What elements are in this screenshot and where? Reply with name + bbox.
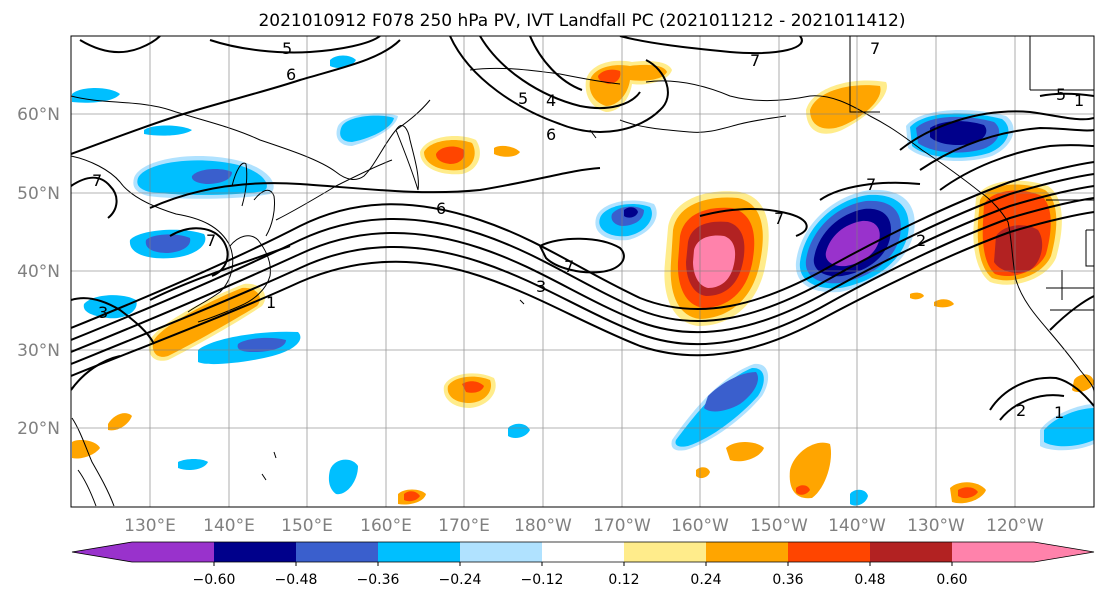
colorbar-tick-label: 0.48	[854, 572, 885, 588]
lat-label: 50°N	[17, 184, 60, 204]
warm-blob-alaska	[806, 80, 887, 134]
lat-label: 20°N	[17, 419, 60, 439]
tropical-patches	[72, 292, 1094, 506]
contour-labels: 5 6 7 5 4 6 6 7 3 7 1 3 7 7 7 7 2 5 2 1 …	[92, 39, 1084, 422]
lon-label: 120°W	[986, 516, 1044, 536]
lon-label: 170°E	[438, 516, 490, 536]
lon-label: 170°W	[593, 516, 651, 536]
colorbar-bin	[132, 542, 215, 562]
lon-label: 150°E	[281, 516, 333, 536]
colorbar-bin	[460, 542, 543, 562]
lon-label: 160°W	[671, 516, 729, 536]
contour-label: 2	[1016, 401, 1026, 420]
colorbar-bin	[788, 542, 871, 562]
contour-label: 7	[750, 51, 760, 70]
contour-label: 6	[436, 199, 446, 218]
lon-label: 150°W	[750, 516, 808, 536]
contour-label: 3	[98, 303, 108, 322]
contour-label: 5	[1056, 85, 1066, 104]
lat-label: 60°N	[17, 105, 60, 125]
contour-label: 1	[266, 293, 276, 312]
warm-blob-westcoast	[973, 180, 1062, 285]
contour-label: 7	[564, 257, 574, 276]
colorbar-tick-label: 0.36	[772, 572, 803, 588]
lon-label: 140°W	[828, 516, 886, 536]
colorbar-tick-label: −0.60	[193, 572, 236, 588]
coastlines	[71, 36, 1094, 507]
warm-blob-small-a	[494, 145, 520, 157]
warm-blob-bering	[585, 60, 672, 112]
colorbar-bin	[214, 542, 297, 562]
lat-label: 40°N	[17, 262, 60, 282]
colorbar-bin	[952, 542, 1035, 562]
lon-label: 160°E	[360, 516, 412, 536]
colorbar-tick-label: 0.12	[608, 572, 639, 588]
colorbar-bin	[870, 542, 953, 562]
colorbar-bin	[542, 542, 625, 562]
contour-label: 7	[206, 231, 216, 250]
contour-label: 5	[282, 39, 292, 58]
map-frame	[70, 35, 1095, 508]
map-title: 2021010912 F078 250 hPa PV, IVT Landfall…	[258, 11, 905, 31]
colorbar-extend-left	[72, 542, 132, 562]
cold-patches-west	[72, 55, 398, 365]
latitude-labels: 60°N 50°N 40°N 30°N 20°N	[17, 105, 60, 439]
cold-patch-central	[595, 200, 657, 241]
colorbar-outline	[71, 541, 1095, 563]
contour-label: 7	[774, 209, 784, 228]
colorbar-tick-label: −0.36	[357, 572, 400, 588]
colorbar-bin	[296, 542, 379, 562]
contour-label: 1	[1074, 91, 1084, 110]
colorbar-tick-label: −0.48	[275, 572, 318, 588]
contour-label: 5	[518, 89, 528, 108]
contour-label: 7	[866, 175, 876, 194]
lon-label: 130°E	[124, 516, 176, 536]
gridlines	[71, 36, 1094, 507]
contour-label: 3	[536, 277, 546, 296]
lon-label: 130°W	[907, 516, 965, 536]
contour-label: 7	[870, 39, 880, 58]
contour-label: 2	[916, 231, 926, 250]
longitude-labels: 130°E 140°E 150°E 160°E 170°E 180°W 170°…	[124, 516, 1044, 536]
colorbar: −0.60 −0.48 −0.36 −0.24 −0.12 0.12 0.24 0.36 0.4…	[71, 541, 1095, 588]
cold-blob-alaska	[906, 110, 1014, 162]
pv-contours	[71, 36, 1094, 421]
lon-label: 140°E	[203, 516, 255, 536]
colorbar-tick-label: −0.12	[521, 572, 564, 588]
colorbar-extend-right	[1034, 542, 1094, 562]
contour-label: 4	[546, 91, 556, 110]
colorbar-bin	[624, 542, 707, 562]
colorbar-bin	[706, 542, 789, 562]
warm-blob-170e	[420, 136, 480, 175]
colorbar-tick-label: −0.24	[439, 572, 482, 588]
colorbar-tick-label: 0.24	[690, 572, 721, 588]
cold-patch-hawaii	[671, 363, 769, 451]
colorbar-bin	[378, 542, 461, 562]
lon-label: 180°W	[514, 516, 572, 536]
colorbar-tick-label: 0.60	[936, 572, 967, 588]
contour-label: 6	[286, 65, 296, 84]
contour-label: 1	[1054, 403, 1064, 422]
warm-blob-160w	[664, 191, 769, 326]
lat-label: 30°N	[17, 341, 60, 361]
cold-blob-140w	[795, 189, 915, 293]
contour-label: 7	[92, 171, 102, 190]
contour-label: 6	[546, 125, 556, 144]
